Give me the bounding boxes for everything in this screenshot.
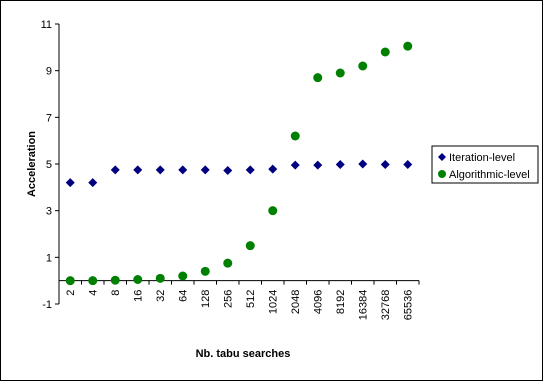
y-tick-label: 1: [46, 252, 52, 264]
x-tick-label: 32768: [380, 290, 392, 321]
data-point-iteration-level: [155, 165, 165, 175]
data-point-algorithmic-level: [313, 73, 323, 83]
data-point-algorithmic-level: [380, 47, 390, 57]
data-point-algorithmic-level: [358, 61, 368, 71]
data-point-iteration-level: [223, 166, 233, 176]
data-point-iteration-level: [178, 165, 188, 175]
x-axis-title: Nb. tabu searches: [196, 348, 291, 360]
data-point-algorithmic-level: [178, 271, 188, 281]
y-tick-label: 5: [46, 159, 52, 171]
data-point-algorithmic-level: [133, 275, 143, 284]
axes: -1 1 3 5 7 9 11 2 4 8 16 32 64 128 256 512 1024 2048 4096 8…: [41, 19, 420, 321]
data-point-iteration-level: [200, 165, 210, 175]
data-point-iteration-level: [313, 160, 323, 170]
x-tick-label: 256: [223, 290, 235, 308]
data-point-algorithmic-level: [245, 241, 255, 251]
data-point-iteration-level: [88, 178, 98, 188]
y-axis-title: Acceleration: [26, 131, 38, 197]
x-tick-label: 1024: [268, 290, 280, 314]
data-marks: [65, 41, 413, 286]
data-point-iteration-level: [65, 178, 75, 188]
x-tick-label: 512: [245, 290, 257, 308]
legend-label-iteration-level: Iteration-level: [449, 152, 515, 164]
data-point-algorithmic-level: [290, 131, 300, 141]
legend: Iteration-level Algorithmic-level: [431, 145, 539, 184]
y-tick-label: 11: [41, 19, 52, 31]
x-tick-label: 2048: [290, 290, 302, 314]
data-point-iteration-level: [133, 165, 143, 175]
x-tick-label: 16384: [358, 290, 370, 321]
y-tick-label: 9: [46, 66, 52, 78]
legend-label-algorithmic-level: Algorithmic-level: [449, 169, 530, 181]
x-tick-label: 65536: [403, 290, 415, 321]
data-point-iteration-level: [245, 165, 255, 175]
x-tick-label: 8192: [335, 290, 347, 314]
data-point-algorithmic-level: [200, 266, 210, 276]
x-tick-label: 4096: [313, 290, 325, 314]
data-point-iteration-level: [380, 159, 390, 169]
legend-marker-iteration-level: [438, 153, 446, 161]
x-tick-label: 16: [133, 290, 145, 302]
y-tick-label: 7: [46, 112, 52, 124]
data-point-algorithmic-level: [65, 276, 75, 286]
data-point-iteration-level: [110, 165, 120, 175]
data-point-iteration-level: [268, 164, 278, 174]
data-point-algorithmic-level: [403, 41, 413, 51]
legend-box: [431, 145, 539, 184]
data-point-iteration-level: [290, 160, 300, 170]
data-point-algorithmic-level: [268, 206, 278, 216]
data-point-iteration-level: [403, 159, 413, 169]
y-tick-label: 3: [46, 206, 52, 218]
y-tick-label: -1: [42, 299, 52, 311]
data-point-algorithmic-level: [155, 273, 165, 283]
data-point-algorithmic-level: [223, 258, 233, 268]
data-point-algorithmic-level: [335, 68, 345, 78]
legend-marker-algorithmic-level: [438, 170, 446, 178]
x-tick-label: 2: [65, 290, 77, 296]
data-point-algorithmic-level: [110, 275, 120, 285]
data-point-iteration-level: [335, 159, 345, 169]
x-tick-label: 64: [178, 290, 190, 302]
data-point-iteration-level: [358, 159, 368, 169]
x-tick-label: 128: [200, 290, 212, 308]
data-point-algorithmic-level: [88, 276, 98, 286]
x-tick-label: 8: [110, 290, 122, 296]
x-tick-label: 4: [88, 290, 100, 296]
x-tick-label: 32: [155, 290, 167, 302]
